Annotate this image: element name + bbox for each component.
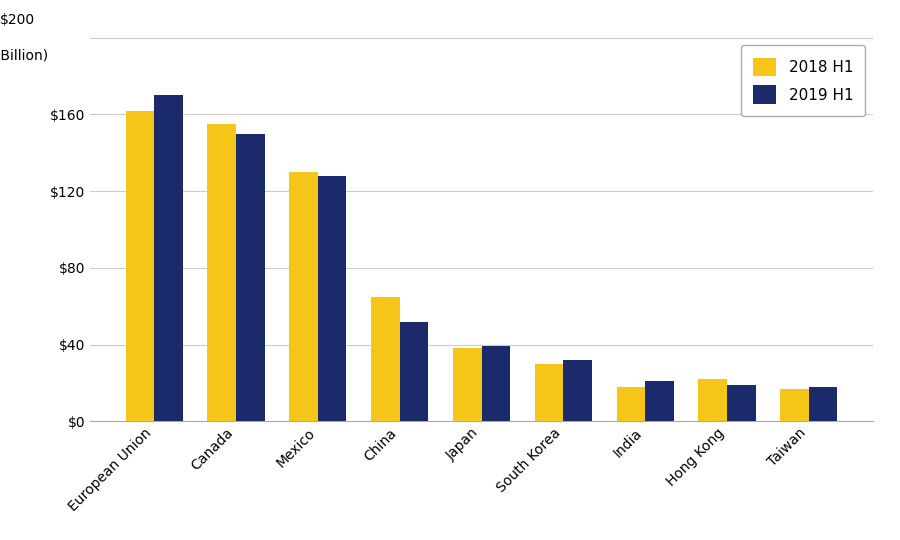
Text: $200: $200 (0, 12, 35, 26)
Bar (563, 360, 592, 421)
Bar (616, 387, 645, 421)
Text: ($Billion): ($Billion) (0, 49, 49, 63)
Bar (126, 111, 154, 421)
Bar (371, 296, 400, 421)
Bar (780, 389, 809, 421)
Bar (727, 385, 756, 421)
Legend: 2018 H1, 2019 H1: 2018 H1, 2019 H1 (742, 45, 866, 116)
Bar (535, 364, 563, 421)
Bar (318, 176, 346, 421)
Bar (289, 172, 318, 421)
Bar (698, 379, 727, 421)
Bar (400, 321, 428, 421)
Bar (809, 387, 837, 421)
Bar (207, 124, 236, 421)
Bar (645, 381, 674, 421)
Bar (236, 133, 265, 421)
Bar (453, 348, 482, 421)
Bar (482, 347, 510, 421)
Bar (154, 95, 183, 421)
